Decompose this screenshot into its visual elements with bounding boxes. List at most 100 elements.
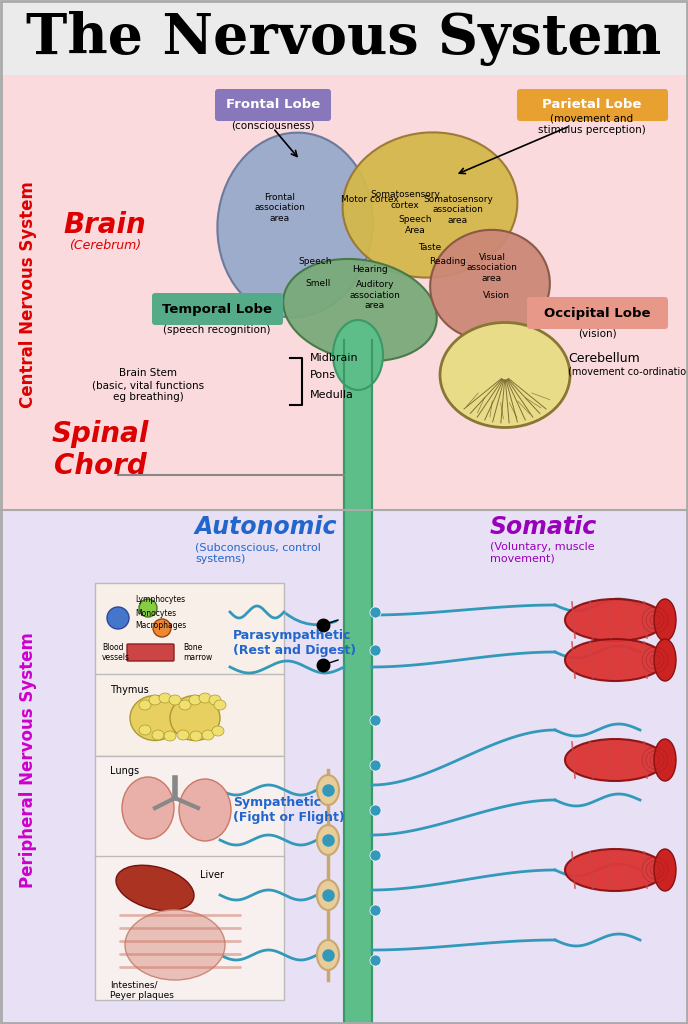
Text: (Cerebrum): (Cerebrum) (69, 239, 141, 252)
Ellipse shape (116, 865, 194, 910)
Ellipse shape (654, 739, 676, 781)
Text: Blood: Blood (102, 643, 124, 652)
Text: Somatosensory
cortex: Somatosensory cortex (370, 190, 440, 210)
Text: Frontal
association
area: Frontal association area (255, 194, 305, 223)
Text: Vision: Vision (482, 291, 510, 299)
Text: Macrophages: Macrophages (135, 622, 186, 631)
Text: Intestines/
Peyer plaques: Intestines/ Peyer plaques (110, 980, 174, 999)
FancyBboxPatch shape (0, 75, 688, 510)
FancyBboxPatch shape (344, 340, 372, 1024)
Text: Midbrain: Midbrain (310, 353, 358, 362)
Ellipse shape (125, 910, 225, 980)
Text: Lymphocytes: Lymphocytes (135, 596, 185, 604)
Text: (vision): (vision) (578, 328, 616, 338)
Ellipse shape (654, 599, 676, 641)
Ellipse shape (189, 695, 201, 705)
Text: (movement and
stimulus perception): (movement and stimulus perception) (538, 114, 646, 135)
Text: Liver: Liver (200, 870, 224, 880)
Text: Parasympathetic
(Rest and Digest): Parasympathetic (Rest and Digest) (233, 629, 356, 657)
Ellipse shape (130, 695, 180, 740)
Ellipse shape (565, 739, 665, 781)
Text: Spinal
Chord: Spinal Chord (52, 420, 149, 480)
Ellipse shape (209, 695, 221, 705)
Ellipse shape (170, 695, 220, 740)
Ellipse shape (152, 730, 164, 740)
Text: Taste: Taste (418, 243, 442, 252)
Ellipse shape (190, 731, 202, 741)
Ellipse shape (212, 726, 224, 736)
FancyBboxPatch shape (95, 756, 284, 860)
Ellipse shape (164, 731, 176, 741)
Ellipse shape (654, 639, 676, 681)
Text: Temporal Lobe: Temporal Lobe (162, 302, 272, 315)
Text: Somatic: Somatic (490, 515, 597, 539)
Ellipse shape (317, 940, 339, 970)
Text: (consciousness): (consciousness) (231, 121, 314, 131)
FancyBboxPatch shape (95, 583, 284, 675)
FancyBboxPatch shape (215, 89, 331, 121)
Ellipse shape (179, 700, 191, 710)
FancyBboxPatch shape (95, 856, 284, 1000)
Ellipse shape (122, 777, 174, 839)
Ellipse shape (139, 700, 151, 710)
Ellipse shape (565, 639, 665, 681)
FancyBboxPatch shape (0, 510, 688, 1024)
Ellipse shape (159, 693, 171, 703)
Text: Monocytes: Monocytes (135, 608, 176, 617)
Text: Thymus: Thymus (110, 685, 149, 695)
Text: Speech: Speech (299, 257, 332, 266)
FancyBboxPatch shape (152, 293, 283, 325)
Ellipse shape (333, 319, 383, 390)
Ellipse shape (179, 779, 231, 841)
Ellipse shape (107, 607, 129, 629)
Text: (movement co-ordination): (movement co-ordination) (568, 366, 688, 376)
FancyBboxPatch shape (517, 89, 668, 121)
Text: Autonomic: Autonomic (195, 515, 338, 539)
Text: Smell: Smell (305, 279, 331, 288)
Ellipse shape (317, 880, 339, 910)
Ellipse shape (343, 132, 517, 278)
Text: Visual
association
area: Visual association area (466, 253, 517, 283)
Text: vessels: vessels (102, 653, 130, 663)
Text: (speech recognition): (speech recognition) (163, 325, 271, 335)
Text: Central Nervous System: Central Nervous System (19, 181, 37, 409)
Text: Hearing: Hearing (352, 265, 388, 274)
Text: Speech
Area: Speech Area (398, 215, 432, 234)
Ellipse shape (565, 599, 665, 641)
Text: Reading: Reading (429, 257, 466, 266)
Ellipse shape (565, 849, 665, 891)
Ellipse shape (177, 730, 189, 740)
Text: Sympathetic
(Fight or Flight): Sympathetic (Fight or Flight) (233, 796, 345, 824)
Ellipse shape (317, 775, 339, 805)
Ellipse shape (283, 259, 437, 361)
Text: Medulla: Medulla (310, 390, 354, 400)
FancyBboxPatch shape (0, 0, 688, 75)
Text: The Nervous System: The Nervous System (26, 10, 662, 66)
Text: Brain Stem
(basic, vital functions
eg breathing): Brain Stem (basic, vital functions eg br… (92, 369, 204, 401)
Ellipse shape (169, 695, 181, 705)
Text: Cerebellum: Cerebellum (568, 351, 640, 365)
Ellipse shape (199, 693, 211, 703)
Text: Parietal Lobe: Parietal Lobe (542, 98, 642, 112)
Ellipse shape (654, 849, 676, 891)
FancyBboxPatch shape (127, 644, 174, 662)
Ellipse shape (430, 229, 550, 340)
Ellipse shape (217, 132, 373, 317)
Ellipse shape (149, 695, 161, 705)
Text: Frontal Lobe: Frontal Lobe (226, 98, 320, 112)
Ellipse shape (153, 618, 171, 637)
FancyBboxPatch shape (95, 674, 284, 756)
Ellipse shape (214, 700, 226, 710)
Text: Lungs: Lungs (110, 766, 139, 776)
Text: Pons: Pons (310, 370, 336, 380)
Ellipse shape (317, 825, 339, 855)
Text: Occipital Lobe: Occipital Lobe (544, 306, 650, 319)
FancyBboxPatch shape (527, 297, 668, 329)
Text: Auditory
association
area: Auditory association area (350, 281, 400, 310)
Text: (Subconscious, control
systems): (Subconscious, control systems) (195, 542, 321, 564)
Ellipse shape (139, 725, 151, 735)
Text: Brain: Brain (63, 211, 147, 239)
Text: marrow: marrow (183, 653, 213, 663)
Text: Somatosensory
association
area: Somatosensory association area (423, 196, 493, 225)
Ellipse shape (440, 323, 570, 427)
